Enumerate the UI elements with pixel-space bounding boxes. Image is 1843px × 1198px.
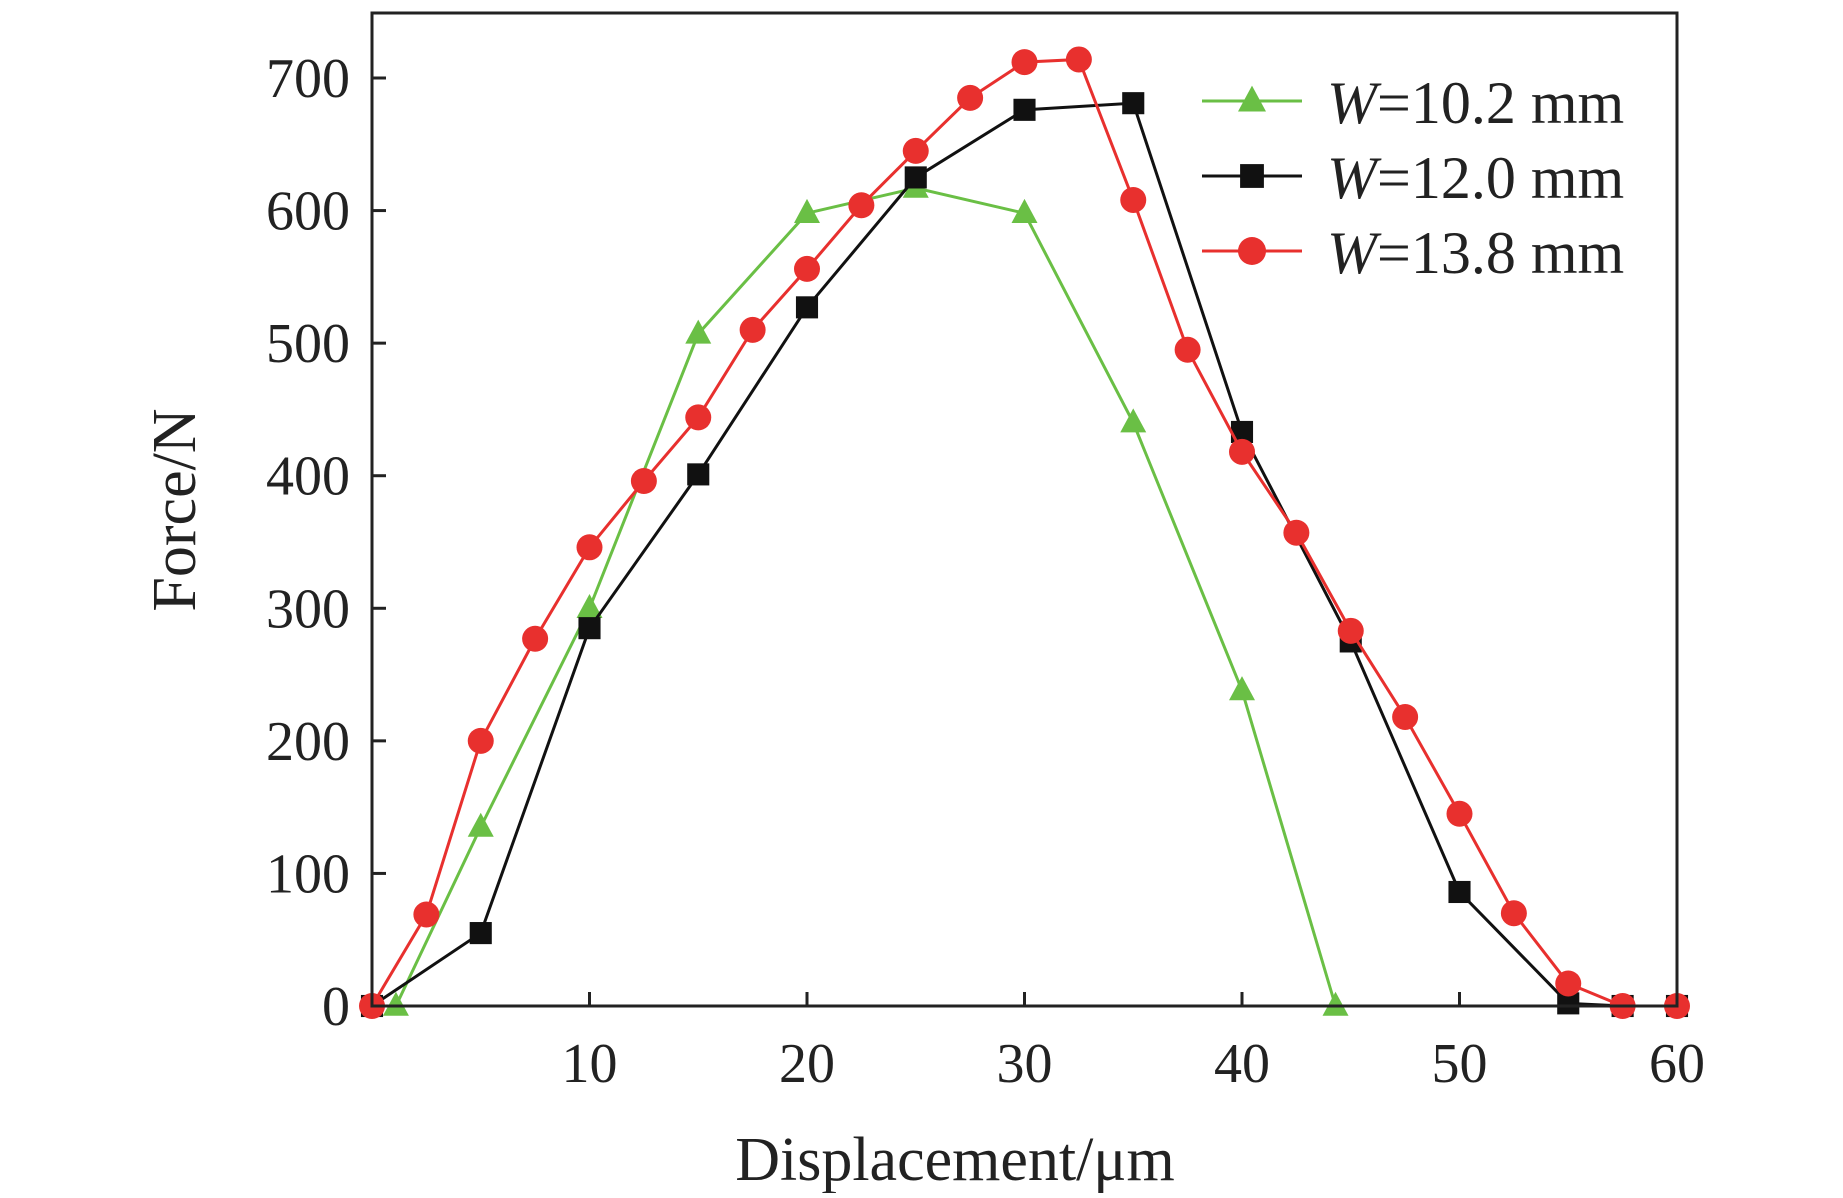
- legend-label-variable: W: [1327, 70, 1382, 136]
- y-tick-label: 200: [266, 711, 350, 773]
- y-tick-label: 400: [266, 446, 350, 508]
- legend-label: W=12.0 mm: [1327, 145, 1624, 211]
- data-point: [413, 901, 440, 928]
- legend-label-variable: W: [1327, 145, 1382, 211]
- circle-marker: [1238, 237, 1266, 265]
- data-point: [576, 593, 603, 619]
- y-tick-label: 700: [266, 48, 350, 110]
- x-axis-label: Displacement/μm: [735, 1126, 1175, 1193]
- data-point: [1500, 900, 1527, 927]
- legend-label-value: =12.0 mm: [1377, 145, 1624, 211]
- data-point: [469, 922, 492, 945]
- data-point: [576, 534, 603, 561]
- data-point: [795, 296, 819, 319]
- data-point: [467, 727, 494, 754]
- data-point: [578, 617, 601, 640]
- data-point: [1174, 336, 1201, 363]
- square-marker: [1240, 164, 1264, 188]
- data-point: [902, 137, 929, 164]
- data-point: [1011, 49, 1038, 76]
- plot-frame: [370, 11, 1679, 1008]
- y-tick-label: 300: [266, 578, 350, 640]
- legend-label: W=13.8 mm: [1327, 220, 1624, 286]
- data-point: [630, 468, 657, 495]
- data-point: [1120, 408, 1147, 433]
- legend-item: W=12.0 mm: [1202, 145, 1624, 211]
- y-tick-label: 500: [266, 313, 350, 375]
- data-point: [1392, 703, 1419, 730]
- data-point: [467, 812, 494, 837]
- triangle-marker: [1238, 85, 1266, 112]
- data-point: [739, 316, 766, 343]
- data-point: [957, 84, 984, 111]
- y-tick-label: 600: [266, 181, 350, 243]
- series-line: [371, 101, 1677, 1008]
- legend-label-variable: W: [1327, 220, 1382, 286]
- x-tick-label: 60: [1649, 1033, 1705, 1095]
- data-point: [1555, 970, 1582, 997]
- data-point: [1011, 198, 1038, 223]
- legend-item: W=13.8 mm: [1202, 220, 1624, 286]
- data-point: [1013, 98, 1036, 121]
- legend: W=10.2 mmW=12.0 mmW=13.8 mm: [1202, 70, 1624, 286]
- data-point: [685, 404, 712, 431]
- data-point: [1446, 800, 1473, 827]
- legend-label: W=10.2 mm: [1327, 70, 1624, 136]
- data-point: [1229, 676, 1255, 701]
- series-group: [359, 46, 1690, 1019]
- data-point: [1448, 880, 1471, 904]
- data-point: [794, 255, 820, 282]
- data-point: [1065, 46, 1092, 73]
- data-point: [1122, 92, 1145, 115]
- data-point: [685, 319, 712, 344]
- data-point: [1337, 617, 1364, 644]
- series-triangle: [382, 173, 1349, 1016]
- data-point: [1283, 519, 1310, 546]
- y-axis-label: Force/N: [141, 408, 209, 611]
- data-point: [522, 625, 549, 652]
- x-tick-label: 40: [1214, 1033, 1270, 1095]
- data-point: [687, 463, 710, 486]
- x-tick-label: 10: [562, 1033, 618, 1095]
- data-point: [1557, 992, 1580, 1015]
- x-tick-label: 30: [997, 1033, 1053, 1095]
- data-point: [382, 991, 409, 1016]
- y-tick-label: 0: [322, 976, 350, 1038]
- data-point: [794, 198, 820, 223]
- legend-label-value: =10.2 mm: [1377, 70, 1624, 136]
- data-point: [1322, 991, 1349, 1016]
- data-point: [848, 192, 875, 219]
- data-point: [1120, 186, 1147, 213]
- data-point: [1230, 420, 1254, 444]
- legend-label-value: =13.8 mm: [1377, 220, 1624, 286]
- data-point: [1229, 438, 1255, 465]
- y-tick-label: 100: [266, 843, 350, 905]
- x-tick-label: 50: [1432, 1033, 1488, 1095]
- x-tick-label: 20: [779, 1033, 835, 1095]
- series-line: [394, 186, 1337, 1007]
- legend-item: W=10.2 mm: [1202, 70, 1624, 136]
- data-point: [904, 166, 927, 189]
